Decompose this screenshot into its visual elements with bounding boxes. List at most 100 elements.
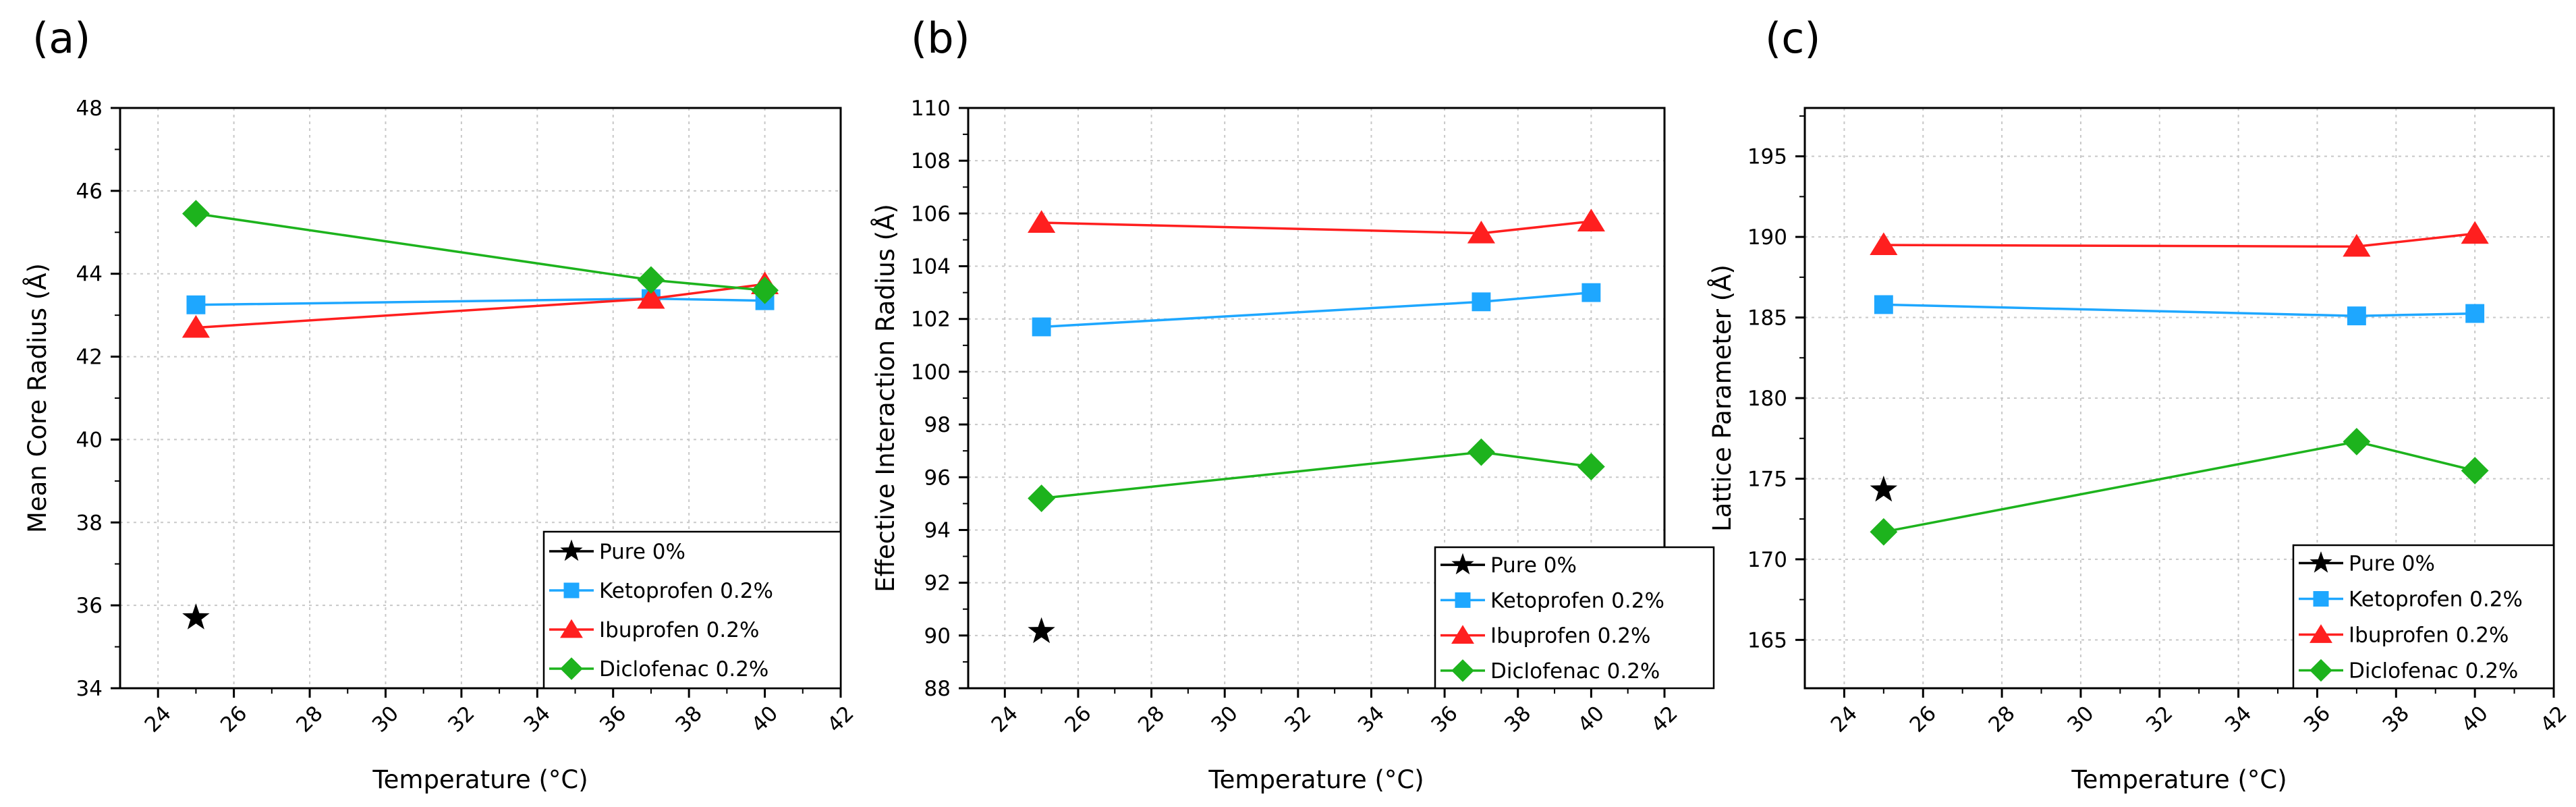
series-diclofenac-0-2 (1870, 428, 2489, 546)
data-point (1870, 475, 1898, 502)
series-line (196, 212, 765, 292)
x-tick-label: 30 (368, 701, 403, 737)
x-tick-label: 38 (2378, 701, 2414, 737)
y-tick-label: 175 (1747, 467, 1787, 491)
legend-item: Ketoprofen 0.2% (549, 579, 773, 603)
legend-marker (560, 539, 583, 561)
series-line (1041, 291, 1592, 329)
series-pure-0 (182, 603, 210, 630)
y-tick-label: 34 (76, 677, 103, 701)
legend-item: Ibuprofen 0.2% (549, 618, 759, 642)
y-tick-label: 165 (1747, 628, 1787, 652)
series-ibuprofen-0-2 (1028, 208, 1605, 244)
x-tick-label: 38 (671, 701, 706, 737)
y-tick-label: 36 (76, 594, 103, 618)
x-tick-label: 40 (1573, 701, 1609, 737)
y-tick-label: 96 (924, 466, 951, 490)
x-tick-label: 34 (2220, 701, 2256, 737)
legend-item: Pure 0% (549, 539, 685, 564)
x-tick-label: 40 (2457, 701, 2492, 737)
x-tick-label: 36 (1426, 701, 1462, 737)
x-axis-title: Temperature (°C) (1208, 765, 1424, 794)
legend-label: Ketoprofen 0.2% (599, 579, 773, 603)
x-tick-label: 34 (520, 701, 555, 737)
legend-label: Ibuprofen 0.2% (599, 618, 759, 642)
data-point (2347, 306, 2366, 326)
series-line (196, 283, 765, 329)
legend: Pure 0% Ketoprofen 0.2% Ibuprofen 0.2% Dicl… (1434, 546, 1715, 690)
legend-label: Pure 0% (1490, 553, 1577, 578)
x-tick-label: 26 (1905, 701, 1941, 737)
chart-panel-b: (b) 24 26 28 30 32 34 36 38 40 42 88 90 92 94 96 98 100 10… (870, 13, 1715, 794)
data-point (637, 266, 665, 294)
legend-marker (2309, 551, 2332, 573)
data-point (1028, 484, 1056, 512)
data-point (1467, 220, 1495, 244)
x-tick-label: 24 (140, 701, 176, 737)
y-tick-label: 38 (76, 511, 103, 535)
data-point (1874, 295, 1893, 314)
legend-label: Diclofenac 0.2% (599, 657, 768, 681)
series-diclofenac-0-2 (1028, 438, 1605, 512)
y-tick-label: 195 (1747, 145, 1787, 169)
data-point (181, 314, 210, 338)
y-tick-label: 185 (1747, 306, 1787, 331)
y-tick-label: 92 (924, 572, 951, 596)
legend-marker (560, 619, 583, 638)
legend-label: Ibuprofen 0.2% (2349, 623, 2509, 648)
legend-item: Ketoprofen 0.2% (2299, 588, 2523, 612)
legend-item: Diclofenac 0.2% (549, 657, 768, 681)
y-tick-label: 102 (911, 308, 951, 332)
legend-marker (2309, 659, 2332, 682)
data-point (1467, 438, 1495, 466)
legend-box (2292, 544, 2555, 690)
legend-item: Diclofenac 0.2% (1440, 659, 1660, 684)
x-tick-label: 28 (1984, 701, 2019, 737)
y-tick-label: 106 (911, 202, 951, 226)
x-tick-label: 26 (1060, 701, 1096, 737)
series-line (1041, 220, 1592, 235)
data-point (2461, 221, 2489, 244)
data-point (751, 276, 779, 304)
legend-item: Ibuprofen 0.2% (2299, 623, 2509, 648)
y-tick-label: 100 (911, 360, 951, 385)
legend: Pure 0% Ketoprofen 0.2% Ibuprofen 0.2% Dicl… (542, 530, 842, 690)
y-tick-label: 44 (76, 262, 103, 287)
series-line (1883, 232, 2475, 248)
x-tick-label: 26 (216, 701, 252, 737)
legend-marker (560, 657, 583, 680)
legend-box (542, 530, 842, 690)
data-point (186, 295, 206, 314)
y-tick-label: 108 (911, 149, 951, 173)
data-point (1581, 283, 1601, 302)
series-ketoprofen-0-2 (1874, 295, 2485, 326)
data-point (1870, 232, 1898, 256)
legend-label: Ketoprofen 0.2% (2349, 588, 2523, 612)
y-tick-label: 48 (76, 96, 103, 121)
y-axis-title: Effective Interaction Radius (Å) (870, 204, 900, 592)
legend-item: Diclofenac 0.2% (2299, 659, 2518, 684)
legend-item: Pure 0% (2299, 551, 2435, 576)
x-tick-label: 24 (1826, 701, 1862, 737)
x-tick-label: 30 (1207, 701, 1243, 737)
y-tick-label: 110 (911, 96, 951, 121)
x-tick-label: 36 (2299, 701, 2335, 737)
legend-item: Ketoprofen 0.2% (1440, 588, 1664, 613)
legend-label: Pure 0% (2349, 552, 2435, 576)
series-diclofenac-0-2 (182, 200, 779, 304)
gridlines (1805, 108, 2554, 688)
legend-box (1434, 546, 1715, 690)
panel-label: (b) (911, 13, 970, 63)
x-tick-label: 38 (1500, 701, 1536, 737)
y-tick-label: 42 (76, 345, 103, 370)
data-point (2343, 428, 2371, 455)
x-tick-label: 40 (747, 701, 783, 737)
legend-marker (1451, 625, 1474, 644)
legend-marker (2309, 624, 2332, 643)
legend-item: Pure 0% (1440, 553, 1577, 578)
y-axis-title: Lattice Parameter (Å) (1707, 265, 1737, 532)
x-tick-label: 32 (2141, 701, 2177, 737)
legend: Pure 0% Ketoprofen 0.2% Ibuprofen 0.2% Dicl… (2292, 544, 2555, 690)
series-ketoprofen-0-2 (1032, 283, 1601, 337)
